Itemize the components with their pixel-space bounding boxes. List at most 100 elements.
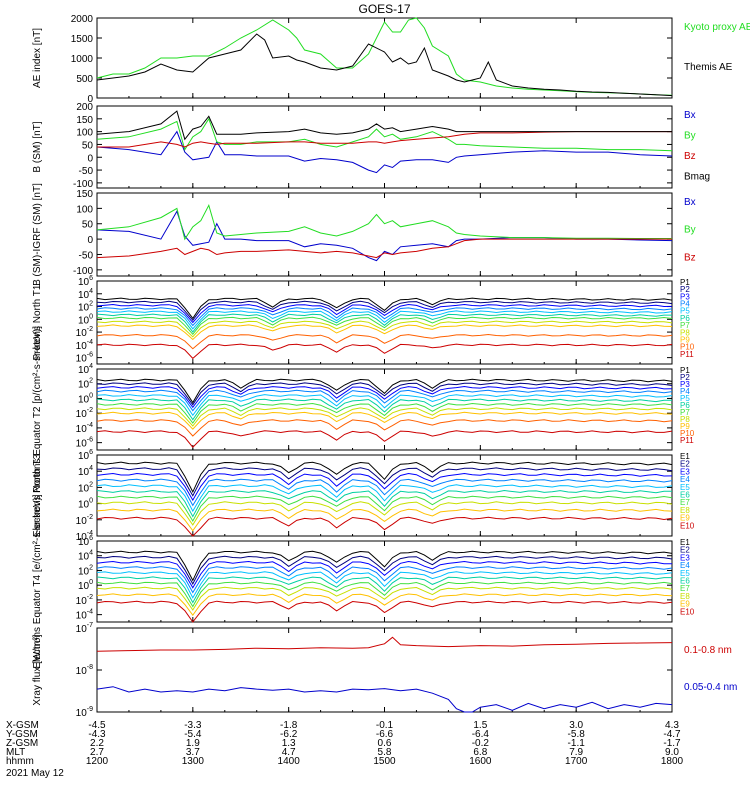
y-tick-label: 106 [78,449,93,462]
ephemeris-value: 3.0 [569,720,583,731]
channel-line-p1 [96,378,673,404]
ephemeris-value: -5.8 [568,729,586,740]
legend-entry: By [684,225,696,236]
legend-entry: P5 [680,394,690,403]
ephemeris-value: -4.3 [88,729,106,740]
ephemeris-value: -1.8 [280,720,298,731]
y-tick-label: 10-2 [76,326,93,339]
y-tick-label: -100 [73,179,93,190]
ephemeris-value: 6.8 [473,747,487,758]
legend-entry: Kyoto proxy AE [684,22,750,33]
channel-line-e10 [96,516,673,537]
y-axis-label: Electrons North T3 [32,453,43,537]
channel-line-p4 [96,389,673,412]
legend-entry: E10 [680,521,695,530]
channel-line-e7 [96,495,673,523]
time-tick-label: 1200 [86,756,109,767]
time-tick-label: 1400 [278,756,301,767]
ephemeris-value: -0.2 [472,738,490,749]
legend-entry: P6 [680,314,690,323]
ephemeris-row-label: X-GSM [6,720,39,731]
ephemeris-value: -1.7 [663,738,681,749]
legend-entry: Themis AE [684,62,733,73]
legend-entry: Bz [684,252,696,263]
y-tick-label: 10-8 [76,664,93,677]
time-tick-label: 1800 [661,756,684,767]
series-line-themis-ae [96,33,673,97]
y-tick-label: 102 [78,301,93,314]
channel-line-p2 [96,300,673,321]
channel-line-e8 [96,586,673,611]
legend-entry: E4 [680,561,690,570]
series-line-bz [97,131,672,148]
date-label: 2021 May 12 [6,768,64,779]
channel-line-p3 [96,385,673,409]
ephemeris-value: 3.7 [186,747,200,758]
y-tick-label: 10-4 [76,422,93,435]
channel-line-e1 [96,461,673,494]
hhmm-label: hhmm [6,756,34,767]
y-tick-label: 10-4 [76,609,93,622]
y-tick-label: 104 [78,363,93,376]
channel-line-p2 [96,382,673,406]
y-tick-label: 100 [76,128,93,139]
ephemeris-value: 1.9 [186,738,200,749]
panel-3: -100 -50 0 50 100 150 B (SM)-IGRF (SM) [nT] Bx B… [32,183,696,286]
legend-entry: Bmag [684,172,710,183]
legend-entry: E7 [680,584,690,593]
channel-line-e7 [96,581,673,608]
channel-line-e6 [96,576,672,604]
plot-title: GOES-17 [358,2,410,16]
y-tick-label: 106 [78,275,93,288]
panel-frame [96,17,673,99]
ephemeris-value: 2.7 [90,747,104,758]
ephemeris-value: -4.7 [663,729,681,740]
y-tick-label: 0 [87,153,93,164]
legend-entry: P8 [680,415,690,424]
y-axis-label: Protons North T1 [32,284,43,360]
legend-entry: E1 [680,452,690,461]
y-axis-label: Xray flux [W/m²] [32,634,43,705]
y-tick-label: -50 [79,166,94,177]
time-tick-label: 1500 [373,756,396,767]
ephemeris-value: 1.5 [473,720,487,731]
channel-line-p7 [96,402,673,424]
legend-entry: P3 [680,380,690,389]
y-tick-label: 10-7 [76,622,93,635]
ephemeris-value: 7.9 [569,747,583,758]
legend-entry: E2 [680,546,690,555]
legend-entry: E1 [680,538,690,547]
legend-entry: P10 [680,429,695,438]
y-tick-label: -100 [73,266,93,277]
y-tick-label: 104 [78,288,93,301]
y-axis-label: B (SM) [nT] [32,121,43,172]
ephemeris-row-label: Z-GSM [6,738,38,749]
ephemeris-row-label: Y-GSM [6,729,38,740]
y-tick-label: 102 [78,564,93,577]
channel-line-p10 [96,333,673,350]
y-tick-label: 100 [78,313,93,326]
y-tick-label: 10-9 [76,706,93,719]
legend-entry: E8 [680,592,690,601]
channel-line-p7 [96,316,673,335]
y-tick-label: 0 [87,94,93,105]
series-line-bmag [96,110,672,141]
ephemeris-value: -0.1 [376,720,394,731]
channel-line-p5 [96,394,673,417]
y-tick-label: 102 [78,378,93,391]
y-tick-label: 100 [78,498,93,511]
legend-entry: E3 [680,467,690,476]
legend-entry: P3 [680,292,690,301]
channel-line-p6 [96,398,672,421]
ephemeris-value: -3.3 [184,720,202,731]
ephemeris-value: 2.2 [90,738,104,749]
channel-line-e5 [96,484,673,513]
ephemeris-value: 4.7 [282,747,296,758]
series-line-bx [96,130,673,174]
y-tick-label: 500 [76,74,93,85]
y-tick-label: 10-6 [76,437,93,450]
legend-entry: E9 [680,514,690,523]
legend-entry: P11 [680,436,694,445]
